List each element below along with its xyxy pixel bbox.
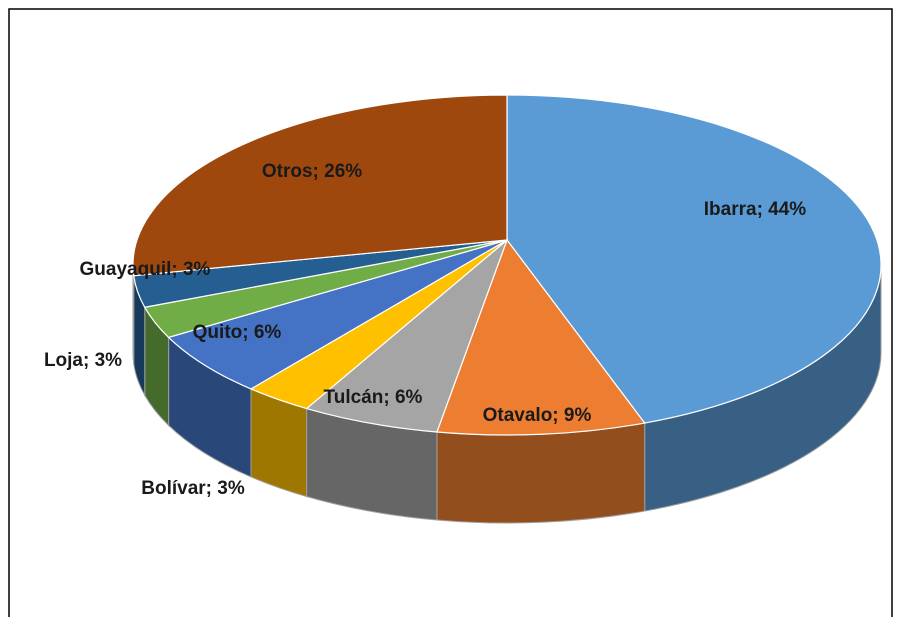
pie-tops: [132, 94, 882, 436]
data-label: Tulcán; 6%: [324, 387, 423, 408]
data-label: Ibarra; 44%: [704, 199, 807, 220]
data-label: Quito; 6%: [193, 322, 282, 343]
data-label: Otavalo; 9%: [483, 405, 592, 426]
data-label: Otros; 26%: [262, 161, 362, 182]
pie-slice: [305, 238, 509, 433]
pie-side: [436, 422, 646, 524]
chart-frame: [8, 8, 893, 617]
data-label: Guayaquil; 3%: [80, 259, 211, 280]
pie-slice: [132, 94, 508, 277]
data-label: Loja; 3%: [44, 350, 122, 371]
pie-slice: [506, 94, 882, 424]
pie-sides: [132, 264, 882, 524]
pie-slice: [167, 239, 508, 390]
data-labels: Ibarra; 44% Otavalo; 9% Tulcán; 6% Bolívar;…: [44, 161, 806, 499]
pie-slice: [436, 238, 646, 436]
data-label: Bolívar; 3%: [141, 478, 245, 499]
